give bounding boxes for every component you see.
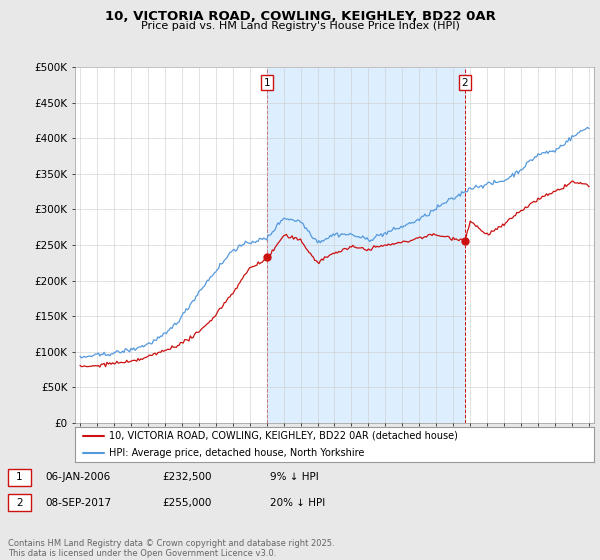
Text: 1: 1	[264, 78, 271, 88]
Text: £255,000: £255,000	[162, 498, 211, 508]
Text: 10, VICTORIA ROAD, COWLING, KEIGHLEY, BD22 0AR (detached house): 10, VICTORIA ROAD, COWLING, KEIGHLEY, BD…	[109, 431, 458, 441]
Text: 08-SEP-2017: 08-SEP-2017	[45, 498, 111, 508]
Text: 1: 1	[16, 472, 23, 482]
Text: Contains HM Land Registry data © Crown copyright and database right 2025.
This d: Contains HM Land Registry data © Crown c…	[8, 539, 334, 558]
Text: HPI: Average price, detached house, North Yorkshire: HPI: Average price, detached house, Nort…	[109, 449, 364, 458]
Text: 06-JAN-2006: 06-JAN-2006	[45, 472, 110, 482]
Text: 10, VICTORIA ROAD, COWLING, KEIGHLEY, BD22 0AR: 10, VICTORIA ROAD, COWLING, KEIGHLEY, BD…	[104, 10, 496, 23]
Text: 9% ↓ HPI: 9% ↓ HPI	[270, 472, 319, 482]
Text: 2: 2	[461, 78, 468, 88]
Text: 2: 2	[16, 498, 23, 508]
Text: £232,500: £232,500	[162, 472, 212, 482]
Text: 20% ↓ HPI: 20% ↓ HPI	[270, 498, 325, 508]
Bar	[267, 67, 465, 423]
Text: Price paid vs. HM Land Registry's House Price Index (HPI): Price paid vs. HM Land Registry's House …	[140, 21, 460, 31]
